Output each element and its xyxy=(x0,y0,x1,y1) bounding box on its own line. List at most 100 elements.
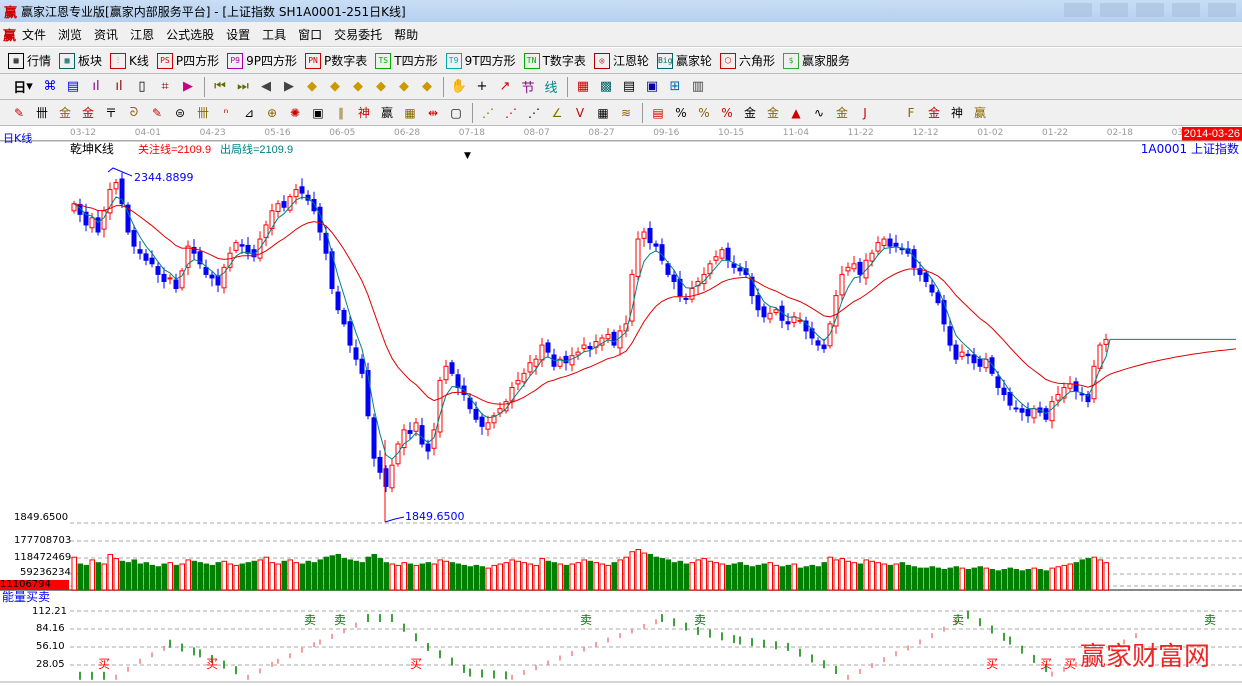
pct-line-icon[interactable]: % xyxy=(721,105,733,120)
toolbar-p9-button[interactable]: P9 9P四方形 xyxy=(227,52,297,69)
notes-icon[interactable]: ▤ xyxy=(622,79,636,94)
gold2-icon[interactable]: 金 xyxy=(81,106,94,120)
calendar-icon[interactable]: ▦ xyxy=(576,79,590,94)
fan2-icon[interactable]: ⋰ xyxy=(505,105,517,120)
network-icon[interactable]: ⊞ xyxy=(669,79,681,94)
help-button[interactable] xyxy=(1064,3,1092,17)
flag-icon[interactable]: ▶ xyxy=(183,79,193,94)
menu-item[interactable]: 帮助 xyxy=(394,27,419,42)
menu-item[interactable]: 文件 xyxy=(22,27,47,42)
chart-icon[interactable]: ⌘ xyxy=(43,79,57,94)
box-icon[interactable]: ▢ xyxy=(450,105,462,120)
lines-icon[interactable]: 卌 xyxy=(35,106,48,120)
table-icon[interactable]: ▤ xyxy=(652,105,664,120)
pct-up-icon[interactable]: % xyxy=(675,105,687,120)
pattern-icon[interactable]: ⌗ xyxy=(161,79,169,94)
toolbar-hexagon-button[interactable]: ⬡ 六角形 xyxy=(719,52,775,69)
draw-icon[interactable]: ↗ xyxy=(499,79,511,94)
toolbar-candles-button[interactable]: ⫶ K线 xyxy=(110,52,149,69)
prev-icon[interactable]: ◀ xyxy=(261,79,271,94)
arrow-left-icon[interactable]: ◆ xyxy=(307,79,317,94)
expand-icon[interactable]: ◆ xyxy=(399,79,409,94)
grid2-icon[interactable]: ▦ xyxy=(404,105,416,120)
period-select[interactable]: 日 ▾ xyxy=(13,79,33,96)
menu-item[interactable]: 资讯 xyxy=(94,27,119,42)
pen-icon[interactable]: ✎ xyxy=(13,105,25,120)
toolbar-dollar-button[interactable]: $ 赢家服务 xyxy=(782,52,850,69)
gold-circle-icon[interactable]: 金 xyxy=(743,106,756,120)
si-fan-icon[interactable]: 赢 xyxy=(973,106,986,120)
span-icon[interactable]: ⇹ xyxy=(427,105,439,120)
jie-icon[interactable]: 节 xyxy=(521,81,535,96)
minimize-button[interactable] xyxy=(1136,3,1164,17)
shen-fan-icon[interactable]: 金 xyxy=(927,106,940,120)
print-icon[interactable]: ▥ xyxy=(691,79,705,94)
restore-button[interactable] xyxy=(1100,3,1128,17)
v-icon[interactable]: V xyxy=(575,105,585,120)
doc-icon[interactable]: ▤ xyxy=(66,79,80,94)
ma3-icon[interactable]: ıl xyxy=(92,79,100,94)
toolbar-wheel-button[interactable]: ◎ 江恩轮 xyxy=(593,52,649,69)
candle-icon[interactable]: ▯ xyxy=(138,79,146,94)
toolbar-pn-button[interactable]: PN P数字表 xyxy=(305,52,367,69)
gold-fan-icon[interactable]: F xyxy=(907,105,915,120)
toolbar-blocks-button[interactable]: ▩ 板块 xyxy=(59,52,102,69)
circle-icon[interactable]: ⊜ xyxy=(174,105,186,120)
menu-item[interactable]: 设置 xyxy=(226,27,251,42)
angle-icon[interactable]: ∠ xyxy=(551,105,563,120)
xian-icon[interactable]: 线 xyxy=(544,81,558,96)
arrow-up-icon[interactable]: ◆ xyxy=(353,79,363,94)
menu-item[interactable]: 江恩 xyxy=(130,27,155,42)
spiral-icon[interactable]: ᘐ xyxy=(129,105,139,119)
menu-item[interactable]: 窗口 xyxy=(298,27,323,42)
toolbar-big-button[interactable]: Big 赢家轮 xyxy=(656,52,712,69)
j-icon[interactable]: J xyxy=(863,105,867,120)
next-icon[interactable]: ▶ xyxy=(284,79,294,94)
save-icon[interactable]: ▣ xyxy=(645,79,659,94)
arrow-down-icon[interactable]: ◆ xyxy=(376,79,386,94)
ma9-icon[interactable]: ıl xyxy=(115,79,123,94)
parallel-icon[interactable]: ≋ xyxy=(620,105,632,120)
percent-icon[interactable]: % xyxy=(698,105,710,120)
fib-icon[interactable]: 〒 xyxy=(104,106,117,120)
square-icon[interactable]: ▣ xyxy=(312,105,324,120)
fan-icon[interactable]: ⋰ xyxy=(482,105,494,120)
web-icon[interactable]: ✺ xyxy=(289,105,301,120)
ying-icon[interactable]: 赢 xyxy=(380,106,393,120)
bars-icon[interactable]: 卌 xyxy=(196,106,209,120)
gold-line-icon[interactable]: 金 xyxy=(766,106,779,120)
torch-icon[interactable]: ▲ xyxy=(791,105,801,120)
slash-icon[interactable]: ∥ xyxy=(338,105,344,120)
crosshair-icon[interactable]: + xyxy=(476,79,488,94)
pen2-icon[interactable]: ✎ xyxy=(151,105,163,120)
menu-item[interactable]: 浏览 xyxy=(58,27,83,42)
last-icon[interactable]: ⏭ xyxy=(237,79,249,94)
close-button[interactable] xyxy=(1208,3,1236,17)
shrink-icon[interactable]: ◆ xyxy=(422,79,432,94)
hand-icon[interactable]: ✋ xyxy=(450,79,468,94)
menu-item[interactable]: 公式选股 xyxy=(166,27,215,42)
triangle-icon[interactable]: ⊿ xyxy=(243,105,255,120)
toolbar-ps-button[interactable]: PS P四方形 xyxy=(156,52,219,69)
wave-icon[interactable]: ∿ xyxy=(813,105,825,120)
arrow-right-icon[interactable]: ◆ xyxy=(330,79,340,94)
gold-bar-icon[interactable]: 金 xyxy=(835,106,848,120)
grid3-icon[interactable]: ▦ xyxy=(597,105,609,120)
gold1-icon[interactable]: 金 xyxy=(58,106,71,120)
first-icon[interactable]: ⏮ xyxy=(214,79,226,94)
ying-fan-icon[interactable]: 神 xyxy=(950,106,963,120)
maximize-button[interactable] xyxy=(1172,3,1200,17)
toolbar-t9-button[interactable]: T9 9T四方形 xyxy=(445,52,516,69)
toolbar-tn-button[interactable]: TN T数字表 xyxy=(523,52,586,69)
menu-item[interactable]: 工具 xyxy=(262,27,287,42)
calculator-icon[interactable]: ▩ xyxy=(599,79,613,94)
menu-item[interactable]: 交易委托 xyxy=(334,27,383,42)
target-icon[interactable]: ⊕ xyxy=(266,105,278,120)
shen-icon[interactable]: 神 xyxy=(357,106,370,120)
n2-icon[interactable]: ⁿ xyxy=(223,105,229,120)
fan3-icon[interactable]: ⋰ xyxy=(528,105,540,120)
toolbar-grid-button[interactable]: ▦ 行情 xyxy=(8,52,51,69)
toolbar-ts-button[interactable]: TS T四方形 xyxy=(375,52,438,69)
dropdown-arrow-icon[interactable]: ▼ xyxy=(464,151,471,161)
